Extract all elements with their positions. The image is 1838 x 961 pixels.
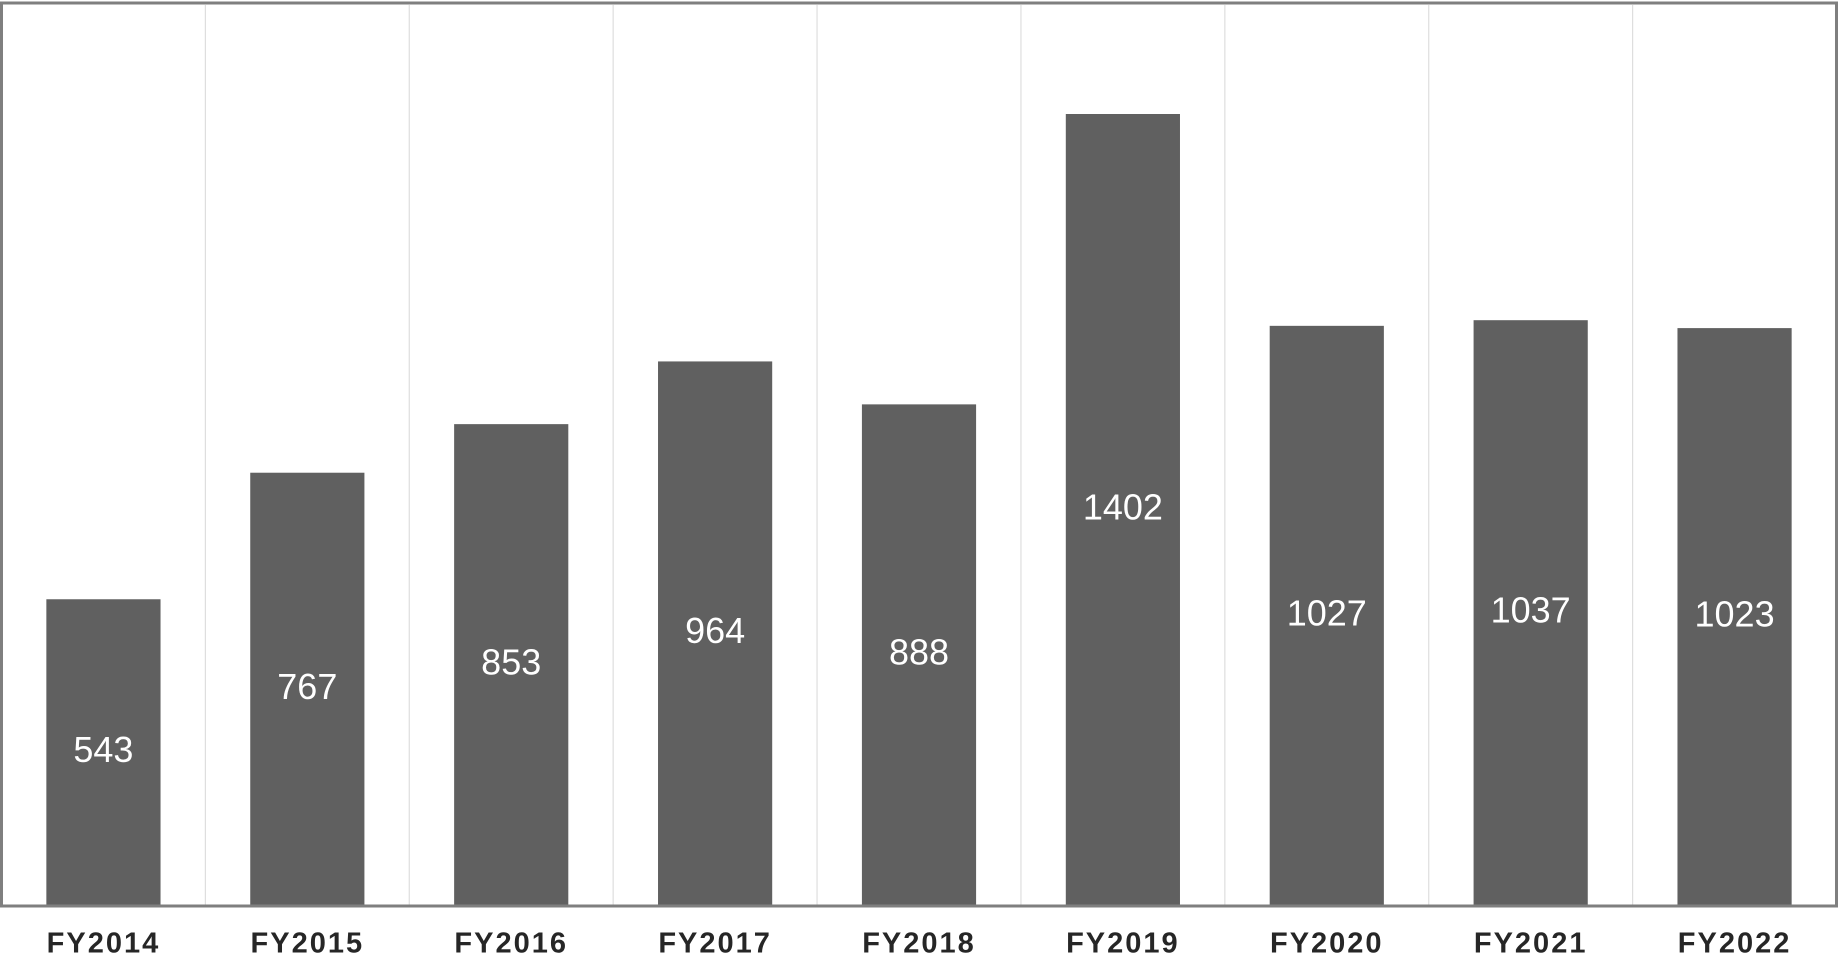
bar-fy2017 [658,361,773,906]
x-tick-label-fy2020: FY2020 [1270,928,1384,960]
data-label-fy2022: 1023 [1695,594,1775,635]
x-tick-label-fy2021: FY2021 [1474,928,1588,960]
x-tick-label-fy2019: FY2019 [1066,928,1180,960]
data-label-fy2014: 543 [73,729,133,770]
data-label-fy2015: 767 [277,666,337,707]
data-label-fy2017: 964 [685,610,745,651]
x-axis-tick-labels: FY2014 FY2015 FY2016 FY2017 FY2018 FY2019 FY20… [47,928,1792,960]
bar-fy2016 [454,424,569,906]
bar-fy2015 [250,472,365,906]
data-label-fy2018: 888 [889,632,949,673]
bar-fy2020 [1269,325,1384,907]
data-label-fy2019: 1402 [1083,487,1163,528]
bar-fy2021 [1473,320,1588,906]
bars [46,114,1792,907]
x-tick-label-fy2014: FY2014 [47,928,161,960]
bar-fy2018 [861,404,977,906]
x-tick-label-fy2016: FY2016 [454,928,568,960]
x-tick-label-fy2017: FY2017 [658,928,772,960]
gridlines [204,5,1634,906]
data-label-fy2020: 1027 [1287,592,1367,633]
bar-fy2022 [1677,328,1792,906]
x-tick-label-fy2018: FY2018 [862,928,976,960]
x-tick-label-fy2015: FY2015 [251,928,365,960]
data-labels: 543 767 853 964 888 1402 1027 1037 1023 [73,487,1774,771]
bar-fy2014 [46,599,161,906]
bar-fy2019 [1065,114,1180,906]
x-tick-label-fy2022: FY2022 [1678,928,1792,960]
data-label-fy2021: 1037 [1491,590,1571,631]
data-label-fy2016: 853 [481,642,541,683]
